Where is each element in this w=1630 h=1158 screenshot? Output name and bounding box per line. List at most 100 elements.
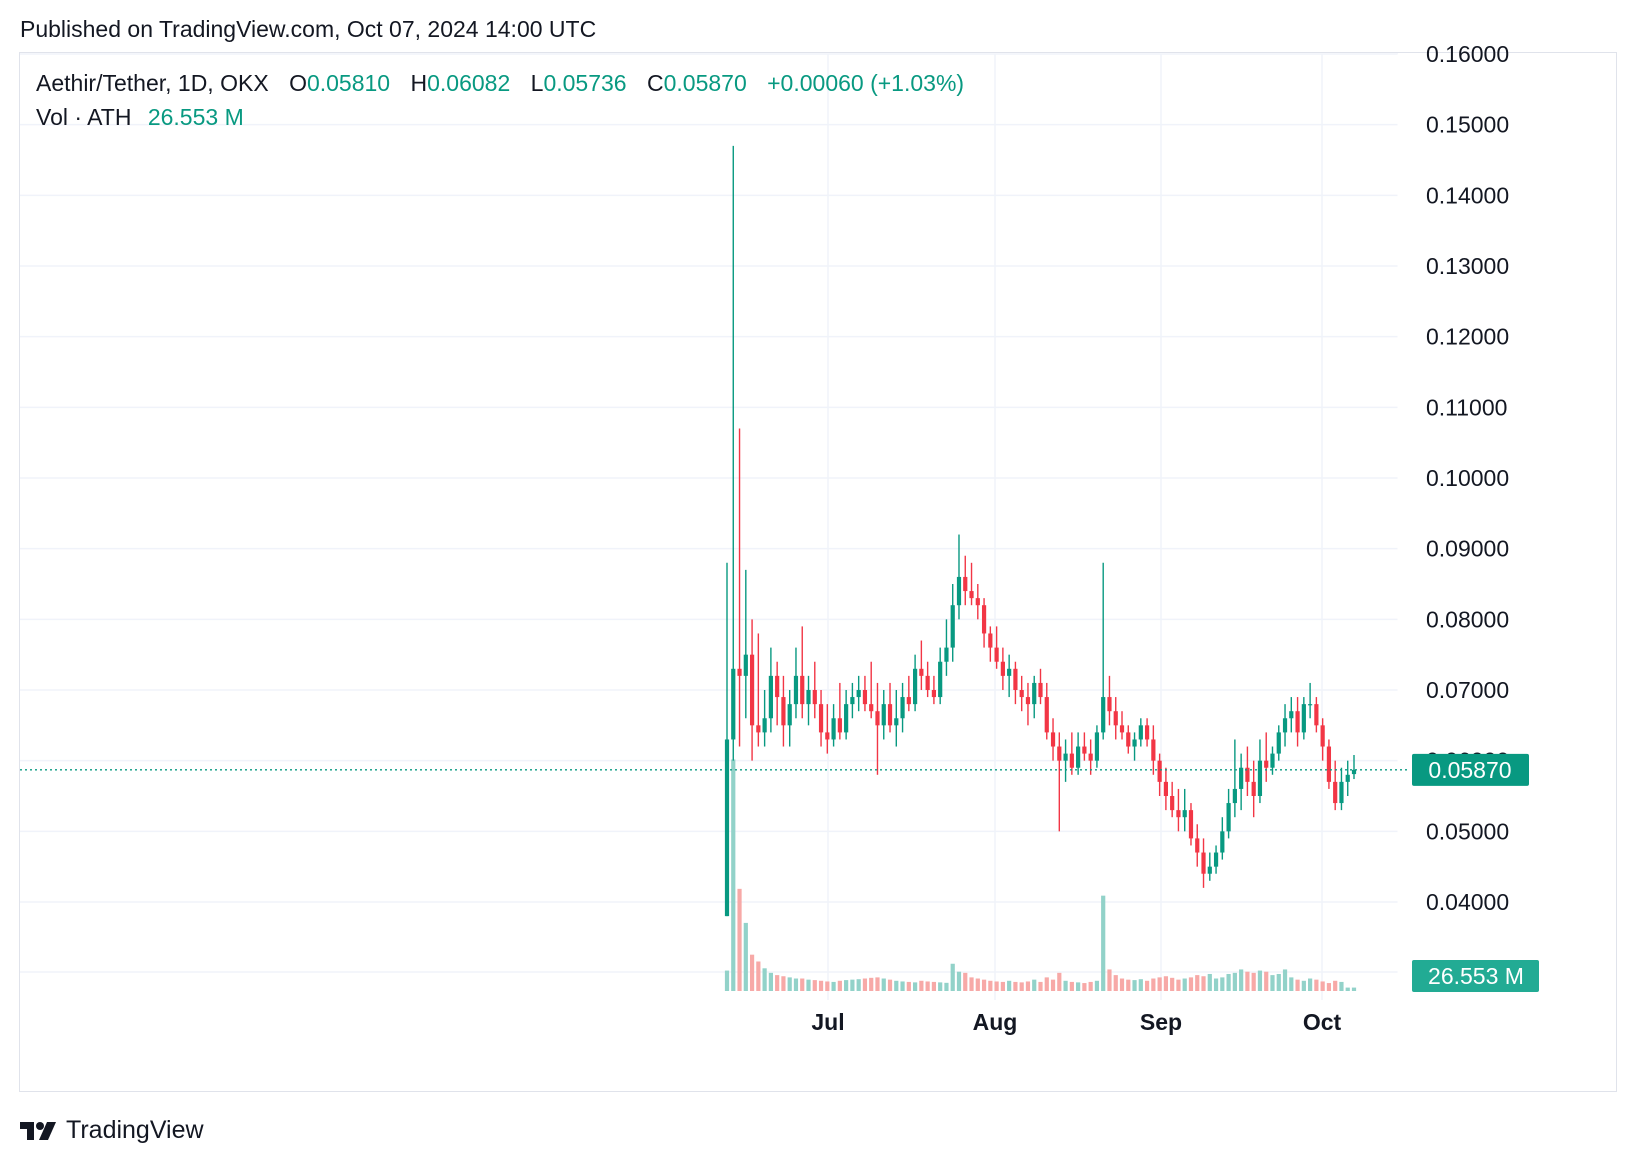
legend-close-value: 0.05870 [663,70,747,96]
volume-bar [1019,982,1024,991]
volume-bar [1151,978,1156,991]
candle-body [1207,866,1212,874]
volume-bar [1050,979,1056,991]
volume-bar [1094,980,1100,991]
volume-bar [1333,980,1338,991]
volume-bar [1295,979,1300,991]
volume-bar [969,977,974,991]
volume-bar [1032,979,1037,991]
volume-bar [1232,972,1237,991]
volume-bar [1326,983,1332,991]
volume-bar [869,977,874,991]
chart-frame[interactable] [19,52,1617,1092]
candle-body [1282,718,1288,733]
time-axis[interactable]: Jul Aug Sep Oct [811,1009,1341,1035]
volume-bar [737,888,742,991]
volume-bar [1038,981,1043,991]
candle-body [1270,753,1275,768]
volume-bar [793,978,799,991]
volume-bar [1076,982,1081,991]
candle-body [1308,704,1313,706]
volume-bar [1251,972,1256,991]
candle-body [850,697,855,705]
candle-body [756,725,761,733]
candle-body [869,704,874,712]
y-tick-label: 0.16000 [1426,41,1509,67]
candle-body [944,647,949,662]
candle-body [856,689,861,698]
volume-bar [1282,969,1288,991]
legend-open-value: 0.05810 [306,70,391,96]
candle-body [818,704,824,733]
candle-body [1257,760,1263,796]
axis-badges: 0.05870 26.553 M [1412,753,1539,992]
volume-badge-text: 26.553 M [1428,963,1524,989]
y-tick-label: 0.11000 [1426,394,1507,420]
last-price-badge-text: 0.05870 [1428,757,1511,783]
candle-body [825,732,830,740]
candle-body [844,704,849,733]
volume-bar [1201,976,1206,991]
volume-bar [756,961,761,991]
volume-bar [1132,980,1137,991]
volume-bar [787,977,792,991]
price-axis[interactable]: 0.040000.050000.060000.070000.080000.090… [1397,41,1509,1046]
x-tick-label: Sep [1140,1009,1182,1035]
volume-bar [1000,981,1005,991]
volume-bar [724,970,730,991]
volume-badge [1412,960,1539,992]
legend-high-value: 0.06082 [427,70,511,96]
volume-bar [749,954,755,991]
candle-body [1101,697,1106,733]
candle-body [737,668,742,676]
candle-body [743,654,748,676]
volume-bar [1157,977,1162,991]
candle-body [956,576,962,606]
volume-bar [1245,971,1250,991]
candle-body [1182,810,1187,818]
candle-body [981,605,987,634]
volume-bar [837,980,842,991]
candle-body [731,668,736,740]
volume-bar [1226,973,1231,991]
candle-body [1333,781,1338,804]
volume-bar [762,968,767,991]
volume-bar [925,981,930,991]
candle-body [1013,668,1018,690]
candle-body [837,718,842,733]
candle-body [1094,732,1100,761]
candles [724,145,1357,917]
tradingview-logo-icon [20,1121,56,1140]
last-price-badge [1412,753,1529,786]
candle-body [1295,711,1300,733]
volume-bar [900,981,905,991]
x-tick-label: Aug [973,1009,1018,1035]
volume-bar [825,981,830,991]
legend-volume-label[interactable]: Vol · ATH [36,104,132,130]
legend-high-label: H [410,70,428,96]
candle-body [724,739,730,917]
candle-body [1163,781,1168,796]
candle-body [749,654,755,726]
candle-body [919,668,924,676]
volume-bar [1044,977,1049,991]
candle-body [1119,725,1125,733]
candle-body [1226,803,1231,832]
candle-body [1144,725,1150,740]
legend-symbol[interactable]: Aethir/Tether, 1D, OKX [36,70,269,96]
candle-body [1264,760,1269,768]
y-tick-label: 0.04000 [1426,889,1509,915]
tradingview-logo[interactable]: TradingView [20,1116,204,1145]
candle-body [894,718,899,726]
candle-body [1345,774,1350,782]
volume-bar [981,979,987,991]
tradingview-brand: TradingView [66,1116,204,1144]
volume-bar [913,982,918,991]
volume-bar [1119,978,1125,991]
candle-body [1320,725,1325,747]
volume-bar [1220,977,1225,991]
volume-bar [1276,973,1281,991]
volume-bar [894,980,899,991]
volume-bar [1144,980,1150,991]
